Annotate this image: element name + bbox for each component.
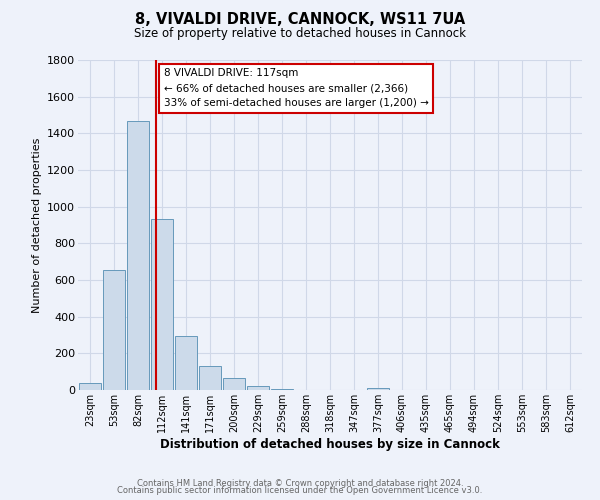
Y-axis label: Number of detached properties: Number of detached properties: [32, 138, 41, 312]
Bar: [223, 378, 245, 390]
Bar: [271, 389, 293, 390]
Text: 8 VIVALDI DRIVE: 117sqm
← 66% of detached houses are smaller (2,366)
33% of semi: 8 VIVALDI DRIVE: 117sqm ← 66% of detache…: [164, 68, 428, 108]
Bar: [127, 120, 149, 390]
Text: Contains HM Land Registry data © Crown copyright and database right 2024.: Contains HM Land Registry data © Crown c…: [137, 478, 463, 488]
Text: 8, VIVALDI DRIVE, CANNOCK, WS11 7UA: 8, VIVALDI DRIVE, CANNOCK, WS11 7UA: [135, 12, 465, 28]
Bar: [79, 382, 101, 390]
X-axis label: Distribution of detached houses by size in Cannock: Distribution of detached houses by size …: [160, 438, 500, 450]
Bar: [247, 386, 269, 390]
Bar: [103, 270, 125, 390]
Text: Contains public sector information licensed under the Open Government Licence v3: Contains public sector information licen…: [118, 486, 482, 495]
Text: Size of property relative to detached houses in Cannock: Size of property relative to detached ho…: [134, 28, 466, 40]
Bar: [151, 218, 173, 390]
Bar: [199, 366, 221, 390]
Bar: [367, 388, 389, 390]
Bar: [175, 336, 197, 390]
